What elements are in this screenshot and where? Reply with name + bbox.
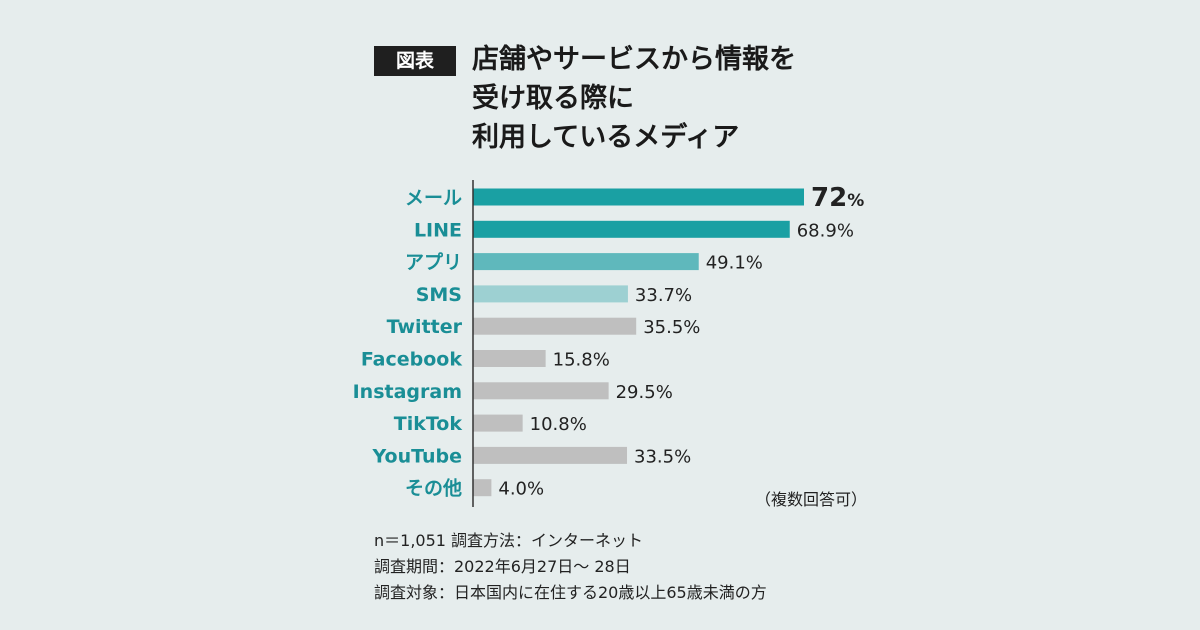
category-label: Facebook bbox=[361, 349, 463, 371]
bar bbox=[473, 220, 790, 238]
category-label: アプリ bbox=[405, 251, 462, 274]
category-label: Twitter bbox=[387, 316, 463, 338]
category-label: YouTube bbox=[372, 445, 462, 467]
survey-footer: n＝1,051 調査方法：インターネット 調査期間：2022年6月27日〜 28… bbox=[374, 528, 767, 606]
figure-badge: 図表 bbox=[374, 46, 456, 76]
category-label: メール bbox=[405, 187, 462, 209]
bar bbox=[473, 188, 804, 206]
footer-line-1: n＝1,051 調査方法：インターネット bbox=[374, 531, 644, 550]
category-label: Instagram bbox=[353, 381, 462, 403]
chart-title: 店舗やサービスから情報を 受け取る際に 利用しているメディア bbox=[472, 40, 796, 157]
title-line-3: 利用しているメディア bbox=[472, 122, 740, 153]
bar bbox=[473, 317, 637, 335]
value-label: 35.5% bbox=[643, 317, 700, 338]
category-label: TikTok bbox=[394, 413, 463, 435]
value-label: 68.9% bbox=[797, 220, 854, 241]
bar bbox=[473, 350, 546, 367]
bar bbox=[473, 285, 628, 303]
footer-line-2: 調査期間：2022年6月27日〜 28日 bbox=[374, 557, 631, 576]
value-label: 10.8% bbox=[530, 414, 587, 435]
value-label: 72% bbox=[811, 183, 864, 213]
footer-line-3: 調査対象：日本国内に在住する20歳以上65歳未満の方 bbox=[374, 583, 767, 602]
category-label: LINE bbox=[414, 219, 462, 241]
value-label: 15.8% bbox=[553, 350, 610, 371]
category-label: その他 bbox=[405, 477, 462, 500]
value-label: 33.7% bbox=[635, 285, 692, 306]
value-label: 29.5% bbox=[616, 382, 673, 403]
bar bbox=[473, 382, 609, 400]
bar-group: メール 72% LINE 68.9% アプリ 49.1% SMS 33.7% Twitter 35… bbox=[353, 183, 865, 500]
bar bbox=[473, 414, 523, 432]
title-line-2: 受け取る際に bbox=[472, 83, 634, 114]
bar bbox=[473, 479, 492, 497]
bar bbox=[473, 446, 628, 464]
value-label: 49.1% bbox=[706, 253, 763, 274]
value-label: 33.5% bbox=[634, 446, 691, 467]
value-label: 4.0% bbox=[498, 479, 544, 500]
title-line-1: 店舗やサービスから情報を bbox=[472, 44, 796, 75]
bar bbox=[473, 253, 699, 271]
category-label: SMS bbox=[416, 284, 462, 306]
multiple-answer-note: （複数回答可） bbox=[755, 490, 868, 509]
